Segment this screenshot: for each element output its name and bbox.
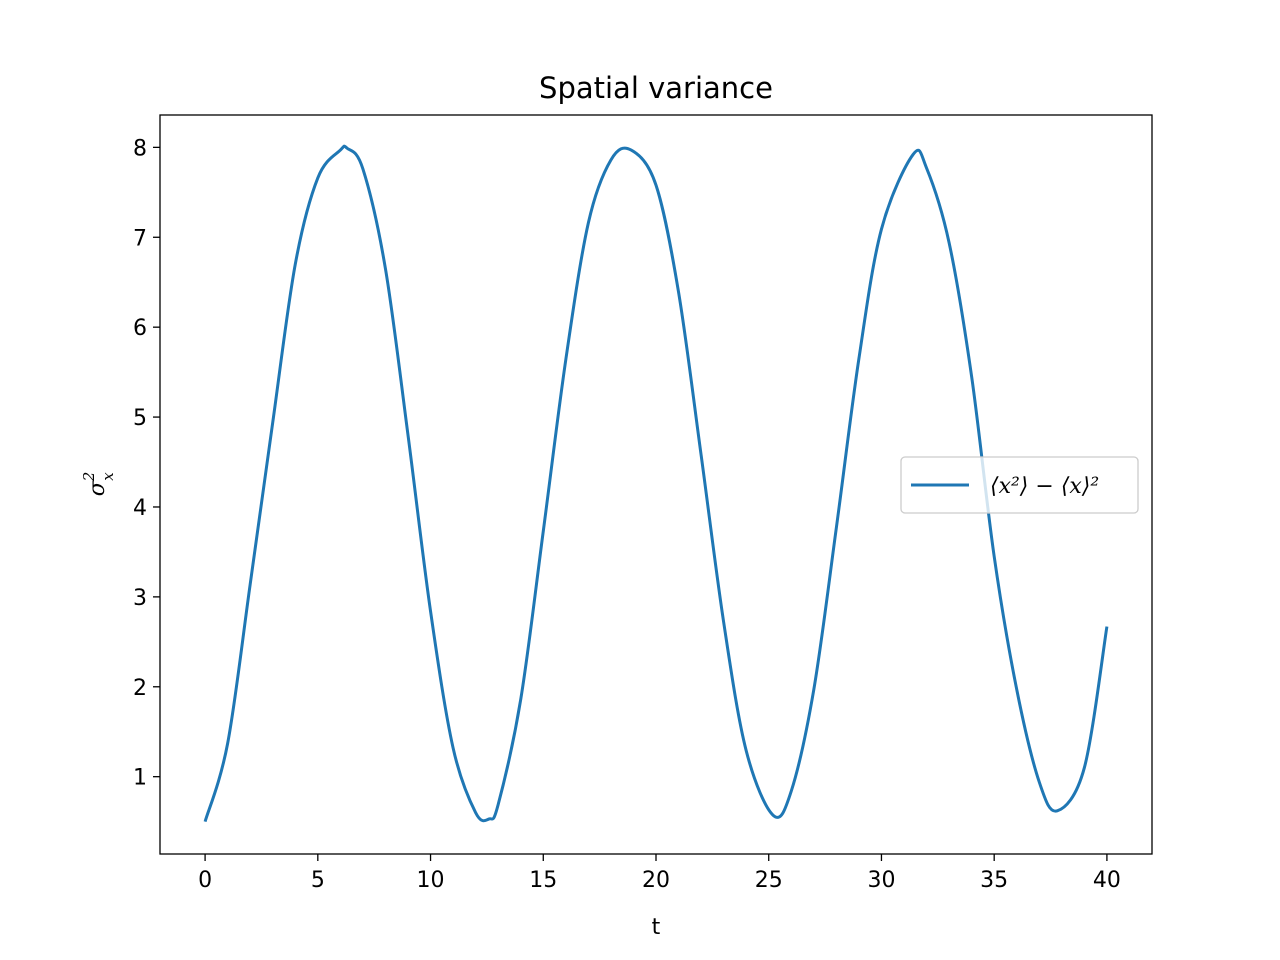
y-tick-label: 6: [133, 316, 147, 341]
y-tick-label: 3: [133, 586, 147, 611]
x-tick-label: 0: [198, 868, 212, 893]
y-axis-label: σ2x: [80, 472, 117, 497]
plot-frame: [159, 114, 1153, 855]
x-tick-label: 20: [642, 868, 670, 893]
y-axis: 1 2 3 4 5 6 7 8: [133, 136, 160, 791]
x-tick-label: 40: [1093, 868, 1121, 893]
x-axis: 0 5 10 15 20 25 30 35 40: [198, 854, 1121, 893]
legend-box: [900, 456, 1139, 514]
y-tick-label: 4: [133, 496, 147, 521]
x-tick-label: 30: [867, 868, 895, 893]
x-tick-label: 15: [529, 868, 557, 893]
series-line: [203, 144, 1109, 823]
x-tick-label: 5: [311, 868, 325, 893]
x-tick-label: 10: [417, 868, 445, 893]
chart-title: Spatial variance: [539, 71, 773, 105]
y-tick-label: 1: [133, 766, 147, 791]
y-tick-label: 8: [133, 136, 147, 161]
x-tick-label: 35: [980, 868, 1008, 893]
legend: ⟨x²⟩ − ⟨x⟩²: [900, 456, 1139, 514]
svg-text:σ2x: σ2x: [80, 472, 117, 497]
y-axis-label-sup: 2: [80, 472, 98, 483]
legend-label: ⟨x²⟩ − ⟨x⟩²: [990, 474, 1099, 499]
y-axis-label-symbol: σ: [85, 480, 110, 496]
y-tick-label: 7: [133, 226, 147, 251]
x-tick-label: 25: [755, 868, 783, 893]
y-axis-label-sub: x: [99, 472, 117, 481]
y-tick-label: 5: [133, 406, 147, 431]
y-tick-label: 2: [133, 676, 147, 701]
x-axis-label: t: [652, 915, 661, 940]
series-layer: [203, 144, 1109, 823]
